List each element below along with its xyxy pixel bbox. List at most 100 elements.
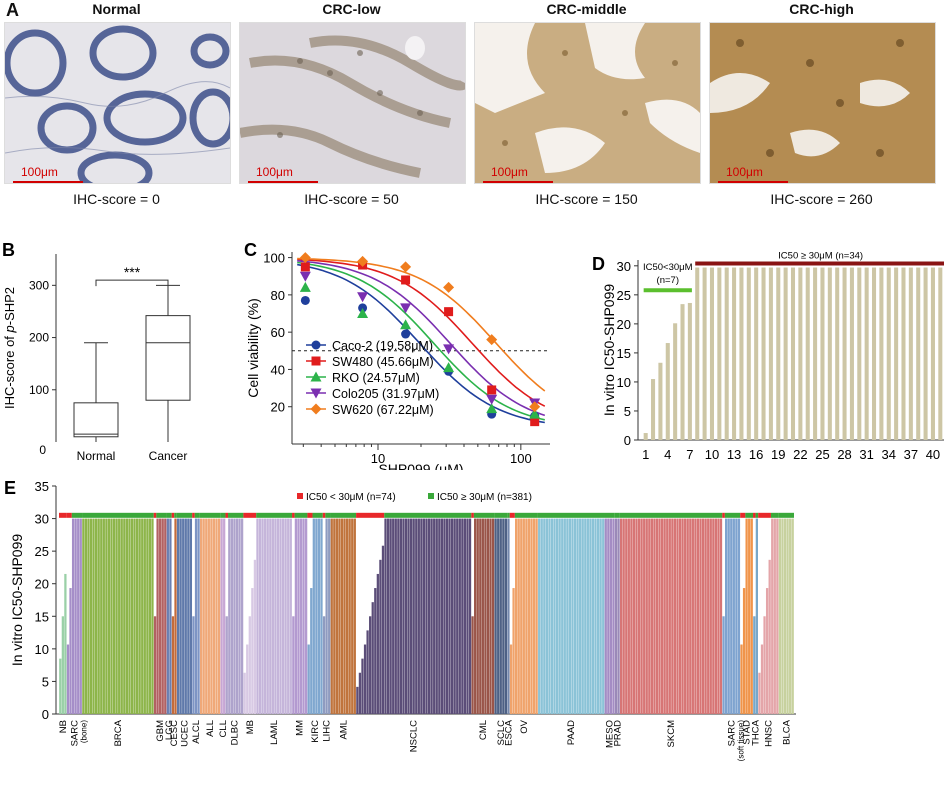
panel-d-label: D bbox=[592, 254, 605, 274]
x-tick-label: 16 bbox=[749, 447, 763, 462]
bar bbox=[238, 518, 241, 714]
box-normal bbox=[73, 402, 119, 438]
bar bbox=[614, 518, 618, 714]
bar bbox=[696, 518, 700, 714]
bar bbox=[520, 518, 523, 714]
x-tick-label: 1 bbox=[642, 447, 649, 462]
x-tick-label: 100 bbox=[510, 451, 532, 466]
fit-curve bbox=[297, 261, 545, 421]
bar bbox=[305, 518, 308, 714]
bar bbox=[312, 518, 315, 714]
bar bbox=[666, 518, 669, 714]
bar bbox=[676, 518, 679, 714]
bar bbox=[602, 518, 605, 714]
chart-c: C 20 40 60 80 100 10 100 SHP099 (μM) Cell viabil… bbox=[244, 240, 550, 470]
bar bbox=[166, 518, 169, 714]
bar bbox=[153, 616, 157, 714]
bar bbox=[573, 518, 577, 714]
bar bbox=[143, 518, 146, 714]
bar bbox=[440, 518, 443, 714]
bar bbox=[379, 559, 382, 714]
legend-marker bbox=[310, 403, 322, 415]
bar bbox=[463, 518, 467, 714]
y-tick-label: 20 bbox=[617, 317, 631, 332]
bar bbox=[210, 518, 213, 714]
band-resistant bbox=[174, 512, 177, 518]
bar bbox=[69, 588, 72, 714]
x-category-label: LAML bbox=[269, 720, 280, 745]
data-point bbox=[400, 319, 412, 330]
bar bbox=[758, 672, 761, 714]
bar bbox=[724, 267, 729, 440]
bar bbox=[397, 518, 400, 714]
bar bbox=[712, 518, 715, 714]
y-axis-label: IHC-score of p-SHP2 bbox=[2, 287, 17, 409]
bar bbox=[192, 616, 195, 714]
bar bbox=[243, 672, 246, 714]
bar bbox=[481, 518, 484, 714]
panel-c-label: C bbox=[244, 240, 257, 260]
bar bbox=[750, 518, 753, 714]
bar bbox=[732, 518, 735, 714]
legend-marker bbox=[310, 388, 322, 399]
bar bbox=[384, 518, 387, 714]
bar bbox=[771, 518, 774, 714]
bar bbox=[768, 267, 773, 440]
bar bbox=[609, 518, 613, 714]
bar bbox=[351, 518, 354, 714]
scale-bar: 100μm bbox=[718, 165, 788, 183]
bar bbox=[302, 518, 305, 714]
bar bbox=[663, 518, 666, 714]
bar bbox=[776, 267, 781, 440]
bar bbox=[389, 518, 392, 714]
bar bbox=[901, 267, 906, 440]
y-tick-label: 300 bbox=[29, 278, 49, 292]
legend-label: RKO (24.57μM) bbox=[332, 371, 420, 385]
bar bbox=[701, 518, 705, 714]
x-category-label: MESO bbox=[605, 720, 616, 748]
bar bbox=[256, 518, 259, 714]
x-category-label: KIRC bbox=[310, 720, 321, 743]
data-point bbox=[299, 281, 311, 292]
legend-label: SW480 (45.66μM) bbox=[332, 355, 434, 369]
bar bbox=[223, 518, 226, 714]
bar bbox=[110, 518, 113, 714]
bar bbox=[643, 433, 648, 440]
bar bbox=[722, 616, 725, 714]
bar bbox=[448, 518, 451, 714]
data-point bbox=[357, 255, 369, 267]
bar bbox=[77, 518, 80, 714]
band-resistant bbox=[330, 512, 357, 518]
bar bbox=[217, 518, 221, 714]
bar bbox=[320, 518, 323, 714]
y-tick-label: 25 bbox=[35, 544, 49, 559]
box-cancer bbox=[145, 315, 191, 401]
data-point bbox=[300, 295, 310, 305]
bar bbox=[248, 616, 251, 714]
band-sensitive bbox=[225, 512, 229, 518]
bar bbox=[753, 616, 756, 714]
legend-swatch bbox=[297, 493, 303, 499]
bar bbox=[742, 588, 746, 714]
panel-a-title-crc-high: CRC-high bbox=[789, 1, 854, 17]
bar bbox=[798, 267, 803, 440]
bar bbox=[673, 323, 678, 440]
chart-b: B 0 100 200 300 Normal Cancer *** IHC-score of … bbox=[2, 240, 191, 463]
bar bbox=[930, 267, 935, 440]
bar bbox=[739, 267, 744, 440]
x-category-label: MM bbox=[295, 720, 306, 736]
x-category-label: THCA bbox=[751, 719, 762, 746]
bar bbox=[842, 267, 847, 440]
bar bbox=[725, 518, 728, 714]
band-resistant bbox=[507, 512, 510, 518]
bar bbox=[637, 518, 641, 714]
bar bbox=[289, 518, 292, 714]
bar bbox=[225, 616, 228, 714]
bar bbox=[707, 518, 710, 714]
fit-curve bbox=[297, 263, 545, 424]
x-category-label: SKCM bbox=[666, 720, 677, 748]
bar bbox=[563, 518, 566, 714]
group-label-sensitive: IC50<30μM bbox=[643, 262, 693, 273]
y-tick-label: 15 bbox=[35, 609, 49, 624]
